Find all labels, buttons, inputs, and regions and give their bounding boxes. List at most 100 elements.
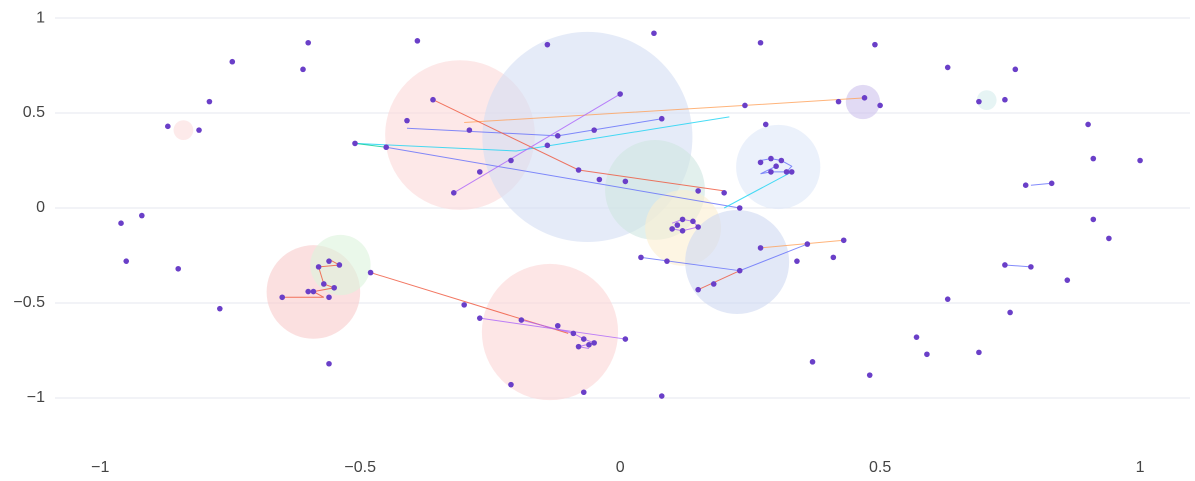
node [123, 258, 130, 264]
node [1028, 264, 1034, 270]
node [695, 224, 701, 230]
x-tick-label: 0.5 [869, 459, 891, 476]
node [352, 140, 358, 147]
edge [282, 258, 342, 298]
x-tick-label: 0 [616, 459, 625, 476]
edge [697, 270, 740, 291]
node [976, 98, 982, 105]
node [622, 178, 629, 185]
node [1085, 121, 1091, 128]
x-tick-label: 1 [1136, 459, 1145, 476]
node [757, 159, 764, 166]
node [508, 381, 514, 388]
node [794, 258, 800, 264]
node [591, 127, 597, 133]
node [757, 245, 764, 251]
node [544, 41, 551, 48]
node [651, 30, 657, 37]
node [773, 163, 779, 170]
edge [723, 171, 792, 209]
node [118, 220, 124, 226]
node [690, 218, 696, 225]
node [695, 188, 701, 194]
edge [354, 142, 387, 148]
node [580, 389, 587, 396]
edge [739, 243, 808, 272]
edge [760, 239, 844, 249]
node [762, 121, 769, 128]
y-tick-label: 1 [36, 9, 45, 26]
node [217, 305, 223, 312]
edge [479, 317, 626, 340]
node [976, 349, 982, 356]
node [736, 267, 743, 274]
bubble [481, 263, 619, 401]
bubble [845, 84, 881, 120]
node [658, 393, 665, 399]
node [622, 336, 629, 342]
node [575, 167, 582, 173]
node [450, 190, 457, 196]
node [1012, 66, 1019, 73]
edge [386, 146, 740, 209]
node [1002, 262, 1008, 268]
node [206, 98, 213, 105]
node [544, 142, 551, 149]
node [788, 169, 795, 175]
node [466, 127, 473, 133]
node [944, 64, 951, 71]
node [1002, 96, 1008, 103]
node [310, 288, 317, 295]
node [229, 58, 236, 65]
node [679, 227, 686, 234]
node [367, 269, 374, 276]
node [710, 281, 717, 287]
node [580, 336, 587, 342]
node [877, 102, 883, 109]
node [175, 265, 182, 272]
edge [1004, 264, 1031, 268]
node [430, 96, 436, 103]
node [315, 264, 322, 270]
node [736, 205, 743, 211]
y-tick-label: 0 [36, 199, 45, 216]
node [554, 133, 561, 139]
node [1137, 157, 1143, 164]
edge [640, 256, 740, 272]
node [809, 359, 816, 365]
node [695, 286, 701, 293]
node [326, 294, 332, 301]
node [326, 360, 332, 367]
node [913, 334, 920, 340]
node [591, 340, 597, 346]
node [768, 169, 774, 175]
node [279, 294, 286, 301]
node [840, 237, 847, 244]
node [139, 212, 145, 219]
edge [1030, 182, 1052, 186]
node [804, 241, 811, 247]
node [1064, 277, 1071, 283]
node [679, 216, 686, 223]
node [586, 341, 592, 348]
node [508, 157, 514, 164]
x-tick-label: −1 [91, 459, 109, 476]
node [518, 317, 525, 323]
node [331, 284, 338, 291]
node [383, 144, 389, 151]
edge [453, 93, 621, 194]
bubble [685, 209, 790, 314]
node [742, 102, 748, 109]
node [872, 41, 878, 48]
node [778, 157, 785, 164]
node [554, 322, 561, 329]
node [1106, 235, 1112, 242]
node [575, 343, 582, 350]
node [664, 258, 670, 264]
node [321, 281, 327, 287]
node [861, 95, 868, 101]
y-tick-label: −0.5 [13, 294, 45, 311]
y-tick-label: 0.5 [23, 104, 45, 121]
